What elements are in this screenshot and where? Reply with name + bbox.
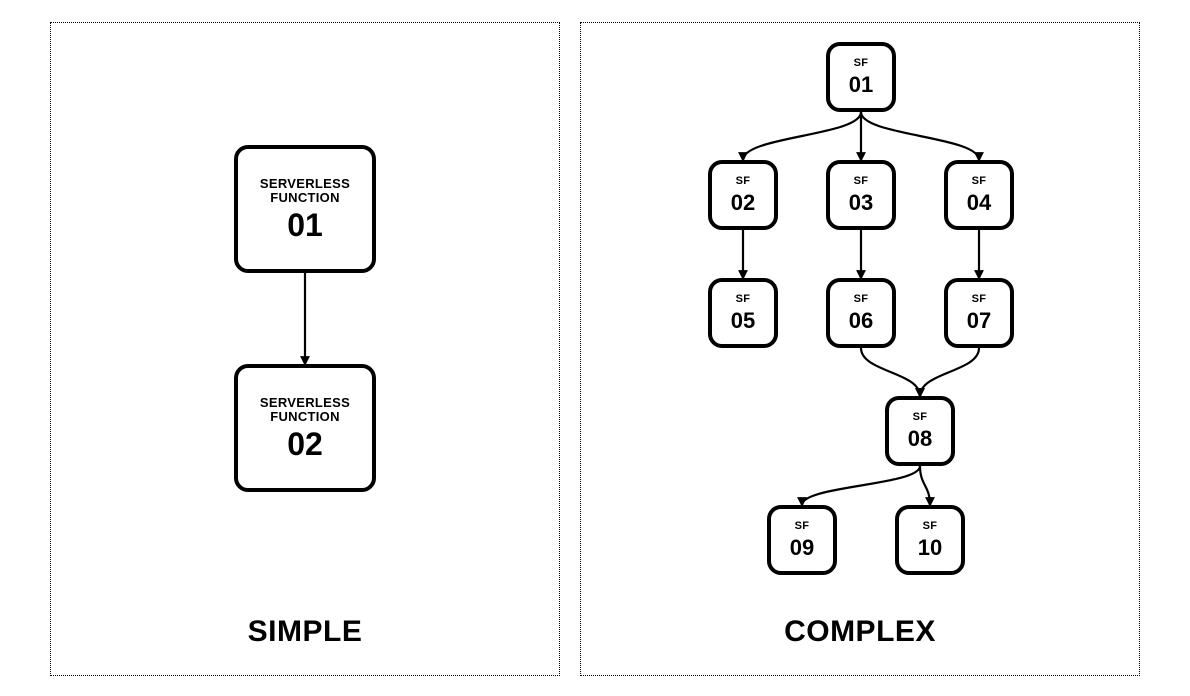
node-n2: SERVERLESS FUNCTION 02 xyxy=(234,364,376,492)
node-n1: SERVERLESS FUNCTION 01 xyxy=(234,145,376,273)
node-c08-number: 08 xyxy=(908,428,932,450)
node-c09-label: SF xyxy=(795,521,810,533)
node-c01-number: 01 xyxy=(849,74,873,96)
node-c05-label: SF xyxy=(736,294,751,306)
node-n2-number: 02 xyxy=(287,428,323,460)
node-c03: SF 03 xyxy=(826,160,896,230)
panel-simple: SIMPLE xyxy=(50,22,560,676)
node-c06-number: 06 xyxy=(849,310,873,332)
node-c05: SF 05 xyxy=(708,278,778,348)
node-c02: SF 02 xyxy=(708,160,778,230)
node-c01-label: SF xyxy=(854,58,869,70)
node-c04: SF 04 xyxy=(944,160,1014,230)
node-c04-label: SF xyxy=(972,176,987,188)
diagram-canvas: SIMPLE COMPLEX SERVERLESS FUNCTION01SERV… xyxy=(0,0,1190,696)
panel-simple-title: SIMPLE xyxy=(51,615,559,649)
node-c07-number: 07 xyxy=(967,310,991,332)
node-c08: SF 08 xyxy=(885,396,955,466)
node-c05-number: 05 xyxy=(731,310,755,332)
node-c01: SF 01 xyxy=(826,42,896,112)
node-c10: SF 10 xyxy=(895,505,965,575)
node-c10-label: SF xyxy=(923,521,938,533)
node-c07-label: SF xyxy=(972,294,987,306)
node-c08-label: SF xyxy=(913,412,928,424)
node-c09-number: 09 xyxy=(790,537,814,559)
node-c04-number: 04 xyxy=(967,192,991,214)
node-c02-label: SF xyxy=(736,176,751,188)
node-c10-number: 10 xyxy=(918,537,942,559)
panel-complex-title: COMPLEX xyxy=(581,615,1139,649)
node-c02-number: 02 xyxy=(731,192,755,214)
node-c03-label: SF xyxy=(854,176,869,188)
node-c03-number: 03 xyxy=(849,192,873,214)
node-c06: SF 06 xyxy=(826,278,896,348)
panel-complex: COMPLEX xyxy=(580,22,1140,676)
node-c07: SF 07 xyxy=(944,278,1014,348)
node-c09: SF 09 xyxy=(767,505,837,575)
node-n2-label: SERVERLESS FUNCTION xyxy=(260,396,350,423)
node-c06-label: SF xyxy=(854,294,869,306)
node-n1-number: 01 xyxy=(287,209,323,241)
node-n1-label: SERVERLESS FUNCTION xyxy=(260,177,350,204)
